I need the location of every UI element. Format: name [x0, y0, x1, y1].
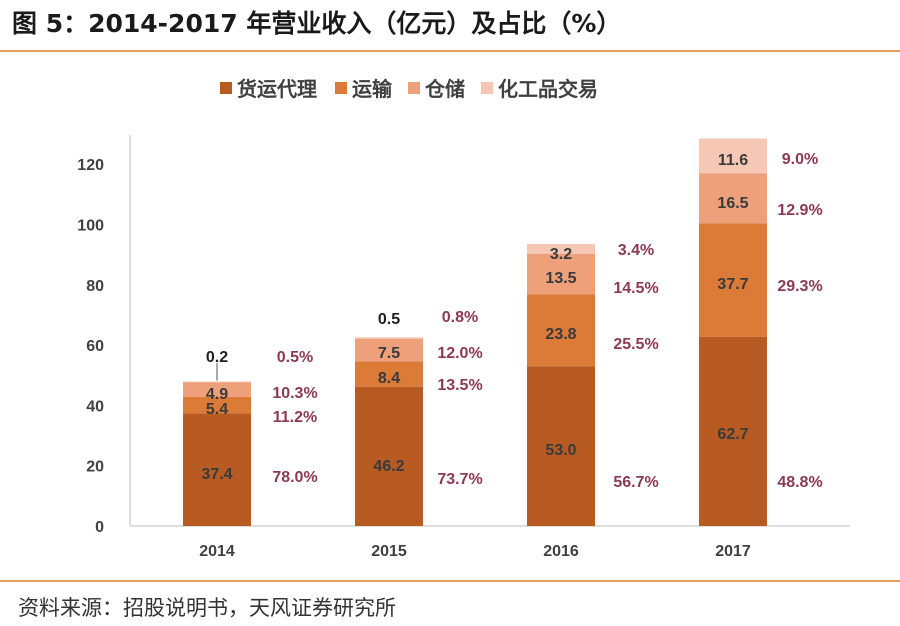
y-tick-label: 60 [86, 338, 104, 355]
percent-label: 56.7% [613, 474, 658, 491]
value-label: 13.5 [545, 270, 576, 287]
legend-swatch [408, 82, 420, 94]
y-tick-label: 0 [95, 519, 104, 536]
legend-label: 仓储 [424, 77, 465, 101]
bar-segment [699, 336, 767, 526]
percent-label: 0.5% [277, 349, 313, 366]
bar-segment [527, 294, 595, 367]
bar-segment [183, 413, 251, 526]
bar-segment [183, 396, 251, 414]
y-tick-label: 20 [86, 459, 104, 476]
percent-label: 48.8% [777, 474, 822, 491]
value-label: 5.4 [206, 401, 228, 418]
bar-segment [183, 382, 251, 397]
value-label: 0.2 [206, 349, 228, 366]
header-divider [0, 50, 900, 52]
legend-label: 化工品交易 [498, 77, 598, 101]
percent-label: 13.5% [437, 377, 482, 394]
bar-segment [355, 361, 423, 387]
value-label: 11.6 [718, 152, 748, 169]
value-label: 4.9 [206, 386, 228, 403]
percent-label: 73.7% [437, 471, 482, 488]
y-tick-label: 100 [77, 217, 104, 234]
bar-segment [699, 173, 767, 224]
bar-segment [527, 366, 595, 526]
x-tick-label: 2014 [199, 543, 235, 560]
percent-label: 10.3% [272, 385, 317, 402]
percent-label: 9.0% [782, 151, 818, 168]
value-label: 23.8 [545, 326, 576, 343]
legend-swatch [220, 82, 232, 94]
bar-segment [355, 338, 423, 362]
bar-segment [527, 253, 595, 295]
value-label: 62.7 [717, 426, 748, 443]
x-tick-label: 2016 [543, 543, 579, 560]
value-label: 37.4 [201, 466, 232, 483]
footer-divider [0, 580, 900, 582]
value-label: 8.4 [378, 370, 400, 387]
value-label: 46.2 [373, 458, 404, 475]
legend-label: 运输 [352, 77, 393, 101]
bar-segment [355, 337, 423, 339]
legend-label: 货运代理 [237, 77, 317, 101]
x-tick-label: 2015 [371, 543, 407, 560]
percent-label: 29.3% [777, 278, 822, 295]
chart-title: 图 5：2014-2017 年营业收入（亿元）及占比（%） [12, 9, 622, 38]
percent-label: 78.0% [272, 469, 317, 486]
y-tick-label: 40 [86, 398, 104, 415]
bar-segment [355, 386, 423, 526]
percent-label: 12.0% [437, 345, 482, 362]
value-label: 3.2 [550, 246, 572, 263]
bar-segment [527, 244, 595, 254]
x-tick-label: 2017 [715, 543, 751, 560]
y-tick-label: 80 [86, 278, 104, 295]
bar-series [183, 138, 767, 526]
value-label: 7.5 [378, 345, 400, 362]
x-axis: 2014 2015 2016 2017 [199, 543, 751, 560]
value-label: 53.0 [545, 442, 576, 459]
legend-swatch [335, 82, 347, 94]
bar-segment [699, 138, 767, 174]
stacked-bar-chart: 货运代理 运输 仓储 化工品交易 0 20 40 60 80 100 120 37.4 78.0% 4… [77, 77, 850, 560]
y-tick-label: 120 [77, 157, 104, 174]
percent-label: 0.8% [442, 309, 478, 326]
percent-label: 25.5% [613, 336, 658, 353]
data-labels: 37.4 78.0% 46.2 73.7% 53.0 56.7% 62.7 48.8% 5.4 1… [201, 151, 822, 491]
chart-legend: 货运代理 运输 仓储 化工品交易 [220, 77, 598, 101]
bar-segment [183, 381, 251, 383]
legend-swatch [481, 82, 493, 94]
percent-label: 14.5% [613, 280, 658, 297]
percent-label: 12.9% [777, 202, 822, 219]
value-label: 0.5 [378, 311, 400, 328]
percent-label: 11.2% [273, 409, 317, 426]
bar-segment [699, 223, 767, 337]
percent-label: 3.4% [618, 242, 654, 259]
value-label: 16.5 [717, 195, 748, 212]
value-label: 37.7 [717, 276, 748, 293]
source-note: 资料来源：招股说明书，天风证券研究所 [18, 596, 396, 620]
